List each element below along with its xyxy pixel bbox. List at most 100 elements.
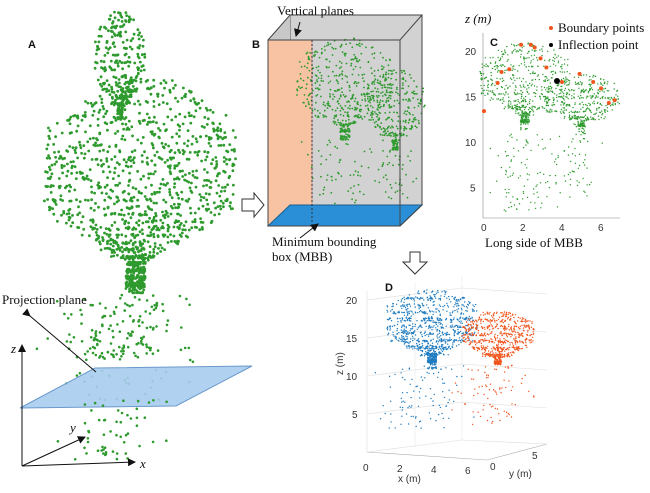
- point: [401, 297, 404, 300]
- point: [335, 115, 337, 118]
- point: [86, 101, 90, 105]
- point: [529, 99, 531, 101]
- point: [507, 59, 509, 61]
- point: [313, 51, 316, 54]
- point: [578, 83, 580, 86]
- point: [545, 109, 548, 111]
- point: [157, 126, 160, 130]
- point: [416, 342, 418, 345]
- panel-a-label: A: [28, 39, 36, 51]
- point: [197, 207, 201, 211]
- point: [354, 170, 357, 173]
- point: [307, 58, 310, 61]
- point: [417, 304, 419, 306]
- point: [222, 205, 225, 209]
- point: [152, 248, 156, 251]
- point: [442, 309, 444, 311]
- point: [541, 86, 543, 88]
- point: [613, 88, 615, 90]
- point: [544, 80, 547, 83]
- point: [123, 189, 126, 193]
- point: [60, 131, 64, 135]
- panel-a-point-cloud: [35, 10, 237, 402]
- point: [315, 95, 317, 97]
- point: [586, 195, 588, 197]
- point: [534, 72, 536, 74]
- point: [379, 75, 382, 78]
- point: [157, 247, 160, 250]
- point: [363, 150, 366, 153]
- point: [571, 153, 574, 155]
- point: [520, 126, 522, 129]
- point: [127, 119, 131, 123]
- point: [96, 124, 100, 127]
- point: [524, 128, 526, 130]
- point: [547, 104, 549, 107]
- point: [317, 77, 320, 79]
- point: [501, 102, 504, 105]
- point: [579, 94, 582, 97]
- point: [133, 149, 137, 152]
- point: [539, 182, 542, 184]
- point: [562, 111, 565, 114]
- point: [56, 440, 60, 443]
- point: [187, 228, 191, 232]
- point: [132, 32, 136, 36]
- point: [159, 218, 163, 222]
- point: [344, 105, 347, 107]
- point: [446, 331, 448, 334]
- point: [94, 223, 98, 227]
- point: [189, 99, 193, 102]
- point: [528, 57, 530, 59]
- point: [126, 80, 130, 84]
- point: [110, 120, 114, 124]
- point: [175, 191, 179, 195]
- point: [489, 99, 491, 101]
- point: [367, 84, 370, 87]
- point: [126, 432, 130, 435]
- point: [390, 310, 392, 312]
- point: [510, 160, 512, 162]
- point: [582, 121, 584, 123]
- point: [334, 145, 336, 148]
- point: [47, 134, 51, 138]
- point: [193, 176, 197, 179]
- point: [524, 95, 527, 98]
- point: [504, 88, 506, 90]
- point: [126, 98, 129, 102]
- point: [394, 182, 397, 184]
- point: [460, 322, 462, 324]
- point: [62, 164, 66, 168]
- point: [425, 346, 427, 348]
- point: [469, 329, 472, 331]
- point: [578, 128, 581, 130]
- point: [398, 331, 400, 334]
- point: [509, 166, 511, 168]
- point: [203, 179, 207, 182]
- point: [381, 68, 384, 70]
- point: [354, 106, 356, 109]
- point: [490, 74, 492, 77]
- point: [549, 108, 551, 111]
- point: [176, 123, 180, 127]
- point: [404, 340, 406, 342]
- point: [147, 172, 151, 176]
- point: [425, 339, 427, 342]
- point: [401, 311, 403, 313]
- point: [551, 153, 553, 155]
- point: [504, 72, 506, 74]
- point: [552, 63, 555, 65]
- point: [529, 82, 531, 85]
- point: [339, 121, 342, 124]
- point: [55, 121, 59, 125]
- point: [564, 109, 566, 111]
- point: [593, 113, 595, 116]
- point: [391, 148, 394, 150]
- point: [127, 221, 130, 225]
- point: [406, 347, 408, 349]
- point: [361, 43, 363, 46]
- point: [401, 87, 403, 90]
- point: [406, 196, 409, 199]
- point: [589, 88, 591, 90]
- point: [402, 84, 404, 86]
